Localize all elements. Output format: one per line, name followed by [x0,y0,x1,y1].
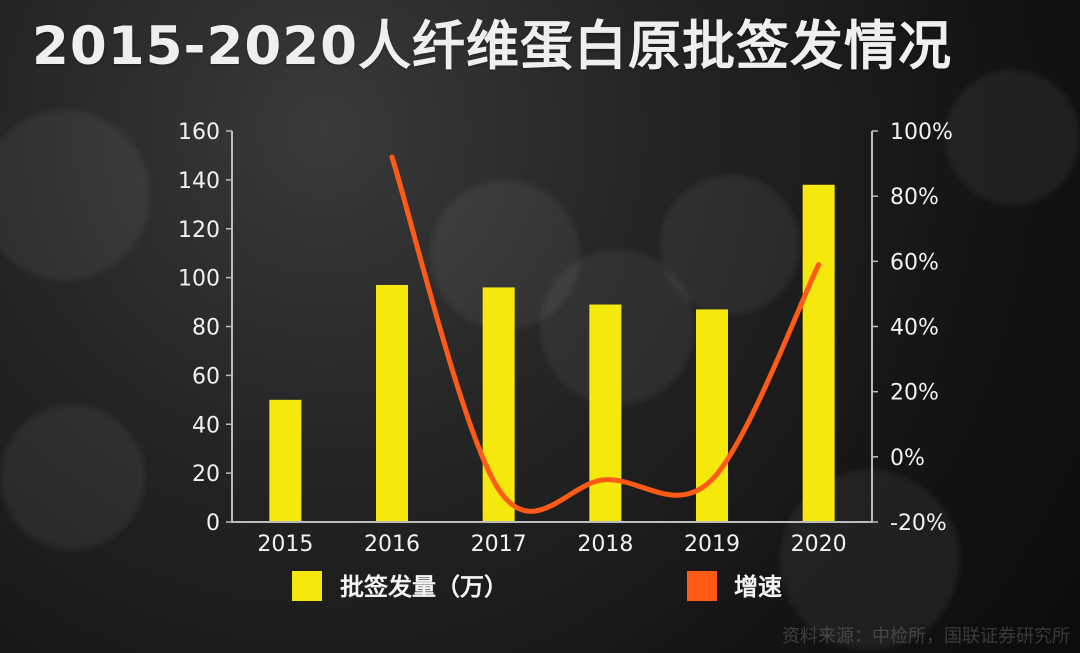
right-axis-tick-label: 40% [890,316,939,341]
x-axis-tick-label: 2015 [257,532,313,557]
right-axis-tick-label: 100% [890,120,953,145]
right-axis-tick-label: 60% [890,250,939,275]
left-axis-tick-label: 100 [178,267,220,292]
left-axis-tick-label: 40 [192,413,220,438]
legend-swatch [292,571,322,601]
legend: 批签发量（万） 增速 [292,571,782,601]
left-axis-tick-label: 140 [178,169,220,194]
bar-mark [802,184,835,522]
x-axis-tick-label: 2016 [364,532,420,557]
left-axis-tick-label: 80 [192,316,220,341]
legend-swatch [687,571,717,601]
background-bokeh [945,70,1080,205]
growth-line [389,154,822,514]
left-axis: 0 20 40 60 80 100 120 140 160 [178,120,233,536]
left-axis-tick-label: 0 [206,511,220,536]
right-axis: -20% 0% 20% 40% 60% 80% 100% [871,120,953,536]
left-axis-tick-label: 160 [178,120,220,145]
left-axis-tick-label: 60 [192,364,220,389]
right-axis-tick-label: -20% [890,511,947,536]
bar-mark [269,399,302,522]
bar-mark [589,304,622,522]
growth-line-series [389,154,822,514]
right-axis-tick-label: 20% [890,381,939,406]
right-axis-tick-label: 0% [890,446,925,471]
bar-mark [376,284,408,522]
legend-label: 增速 [734,573,782,601]
x-axis: 2015 2016 2017 2018 2019 2020 [232,521,872,557]
left-axis-tick-label: 20 [192,462,220,487]
legend-label: 批签发量（万） [340,573,508,601]
background-bokeh [0,405,145,550]
bar-mark [482,287,515,522]
source-label: 资料来源：中检所，国联证券研究所 [782,626,1070,647]
left-axis-tick-label: 120 [178,218,220,243]
x-axis-tick-label: 2020 [791,532,847,557]
chart-title: 2015-2020人纤维蛋白原批签发情况 [32,16,953,77]
x-axis-tick-label: 2019 [684,532,740,557]
source-note: 资料来源：中检所，国联证券研究所 [782,626,1070,647]
background-bokeh [660,175,800,315]
x-axis-tick-label: 2017 [471,532,527,557]
x-axis-tick-label: 2018 [577,532,633,557]
background-bokeh [0,110,150,280]
right-axis-tick-label: 80% [890,185,939,210]
bar-series [269,184,835,522]
